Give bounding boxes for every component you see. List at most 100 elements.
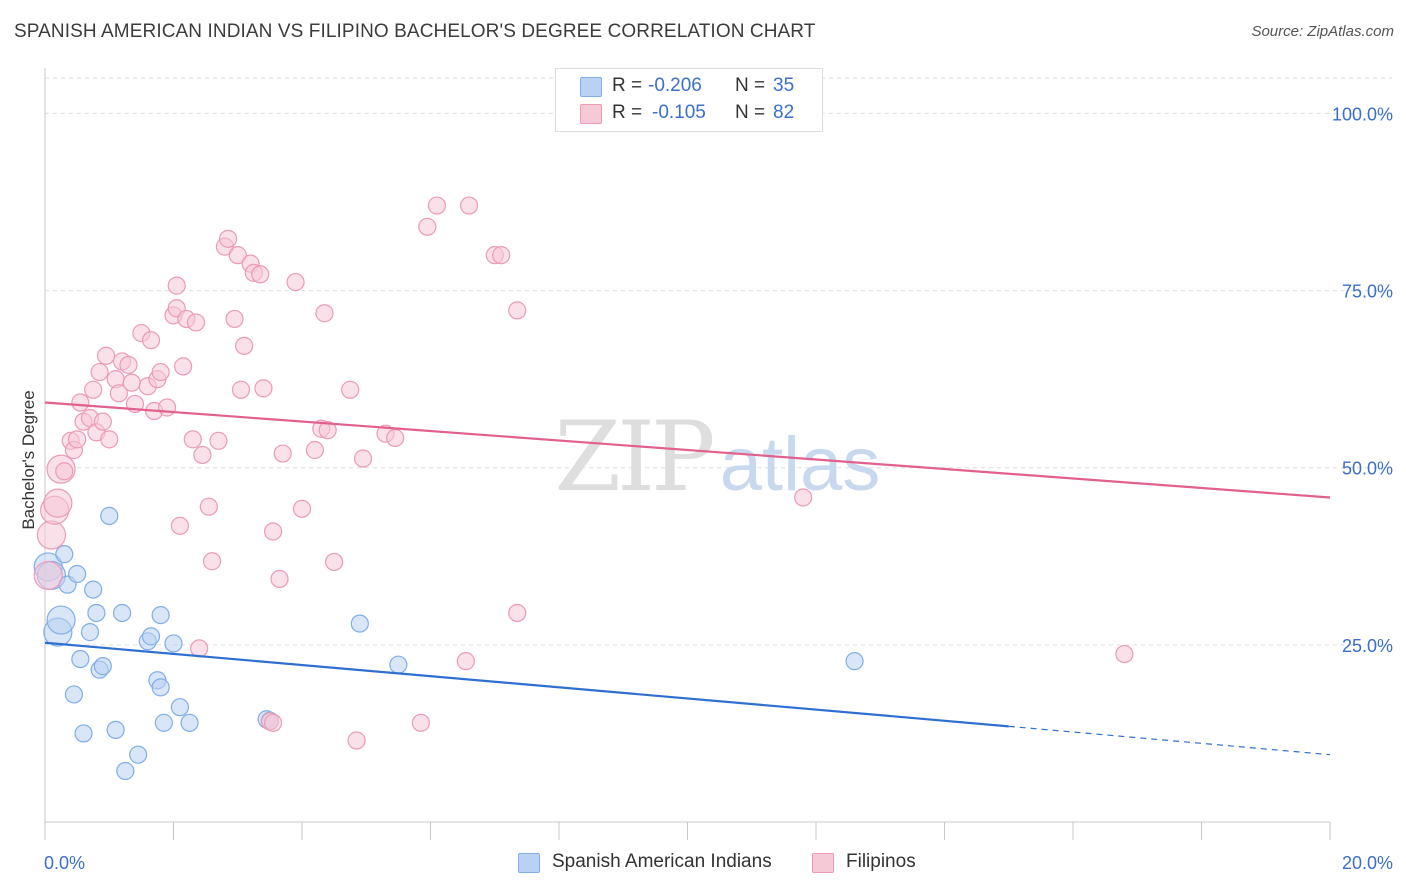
y-tick-label: 75.0% <box>1342 282 1393 302</box>
x-tick-label: 0.0% <box>44 853 85 873</box>
point-filipino <box>157 398 177 417</box>
trend-line-extension <box>1008 725 1331 756</box>
point-spanish-american-indian <box>116 761 135 781</box>
point-filipino <box>55 462 74 481</box>
y-tick-label: 100.0% <box>1332 104 1393 124</box>
point-filipino <box>122 373 141 392</box>
point-filipino <box>353 449 373 468</box>
point-spanish-american-indian <box>55 545 74 564</box>
point-filipino <box>100 430 119 449</box>
legend-r-value: -0.206 <box>648 75 702 96</box>
point-spanish-american-indian <box>845 652 864 671</box>
point-spanish-american-indian <box>151 678 170 697</box>
point-spanish-american-indian <box>100 506 119 525</box>
point-filipino <box>235 336 254 355</box>
point-filipino <box>251 265 270 284</box>
point-filipino <box>96 346 116 365</box>
point-filipino <box>43 488 73 518</box>
point-filipino <box>1115 644 1134 664</box>
point-filipino <box>71 393 90 412</box>
point-filipino <box>508 301 527 320</box>
point-filipino <box>193 445 212 465</box>
point-filipino <box>386 428 405 448</box>
legend-r-label: R = <box>612 75 643 96</box>
point-filipino <box>318 421 337 440</box>
point-spanish-american-indian <box>46 605 76 635</box>
legend-swatch-pink <box>580 104 602 124</box>
point-spanish-american-indian <box>87 603 106 623</box>
point-filipino <box>411 713 430 732</box>
point-filipino <box>341 380 360 399</box>
point-filipino <box>347 731 366 750</box>
point-spanish-american-indian <box>164 634 183 653</box>
point-spanish-american-indian <box>64 685 84 704</box>
point-spanish-american-indian <box>180 713 199 732</box>
point-spanish-american-indian <box>151 605 170 625</box>
point-filipino <box>418 217 437 236</box>
series-legend-swatch-blue <box>518 853 540 873</box>
point-filipino <box>174 357 193 376</box>
point-spanish-american-indian <box>350 614 369 633</box>
point-filipino <box>325 552 344 572</box>
watermark: ZIP atlas <box>554 401 880 513</box>
chart-source: Source: ZipAtlas.com <box>1251 23 1394 40</box>
legend-r-label: R = <box>612 102 643 123</box>
point-filipino <box>254 379 273 398</box>
point-filipino <box>292 499 312 518</box>
point-spanish-american-indian <box>170 698 190 717</box>
point-spanish-american-indian <box>84 580 103 599</box>
trend-line-spanish-american-indians <box>44 641 1009 728</box>
legend-n-label: N = <box>735 102 766 123</box>
point-filipino <box>286 272 305 292</box>
trend-line-filipinos <box>44 401 1331 499</box>
point-filipino <box>456 652 475 671</box>
stats-legend: R = -0.206 N = 35 R = -0.105 N = 82 <box>555 68 823 132</box>
y-tick-label: 50.0% <box>1342 459 1393 479</box>
point-filipino <box>225 309 244 329</box>
point-filipino <box>93 412 112 431</box>
series-legend-label: Filipinos <box>846 851 916 872</box>
point-filipino <box>141 331 161 350</box>
point-spanish-american-indian <box>112 603 132 623</box>
point-filipino <box>794 488 813 507</box>
point-filipino <box>263 522 283 541</box>
point-filipino <box>427 196 447 215</box>
point-filipino <box>151 362 170 382</box>
gridlines <box>45 77 1392 646</box>
point-spanish-american-indian <box>106 720 125 739</box>
point-spanish-american-indian <box>74 724 93 743</box>
point-filipino <box>84 380 103 399</box>
tick-labels: 25.0% 50.0% 75.0% 100.0% 0.0% 20.0% <box>44 104 1393 873</box>
point-filipino <box>315 304 334 323</box>
x-tick-label: 20.0% <box>1342 853 1393 873</box>
series-legend-label: Spanish American Indians <box>552 851 772 872</box>
legend-r-value: -0.105 <box>652 102 706 123</box>
point-spanish-american-indian <box>389 655 408 674</box>
point-filipino <box>186 313 206 332</box>
watermark-zip: ZIP <box>554 401 713 513</box>
point-filipino <box>119 355 138 375</box>
point-filipino <box>209 431 228 450</box>
point-filipino <box>263 713 283 732</box>
point-spanish-american-indian <box>141 627 161 646</box>
legend-n-label: N = <box>735 75 766 96</box>
point-filipino <box>219 229 238 248</box>
y-tick-label: 25.0% <box>1342 636 1393 656</box>
point-filipino <box>199 497 218 516</box>
point-filipino <box>459 196 479 215</box>
y-axis-label: Bachelor's Degree <box>19 390 38 529</box>
point-spanish-american-indian <box>68 564 87 584</box>
point-filipino <box>36 520 67 550</box>
chart-title: SPANISH AMERICAN INDIAN VS FILIPINO BACH… <box>14 21 816 42</box>
point-filipino <box>33 560 63 591</box>
series-legend-swatch-pink <box>812 853 834 873</box>
point-spanish-american-indian <box>129 745 148 764</box>
point-spanish-american-indian <box>93 657 112 676</box>
point-filipino <box>228 246 247 265</box>
point-filipino <box>231 380 251 399</box>
point-filipino <box>183 430 202 449</box>
axes <box>44 68 1331 840</box>
point-spanish-american-indian <box>71 649 90 669</box>
point-filipino <box>508 603 527 623</box>
